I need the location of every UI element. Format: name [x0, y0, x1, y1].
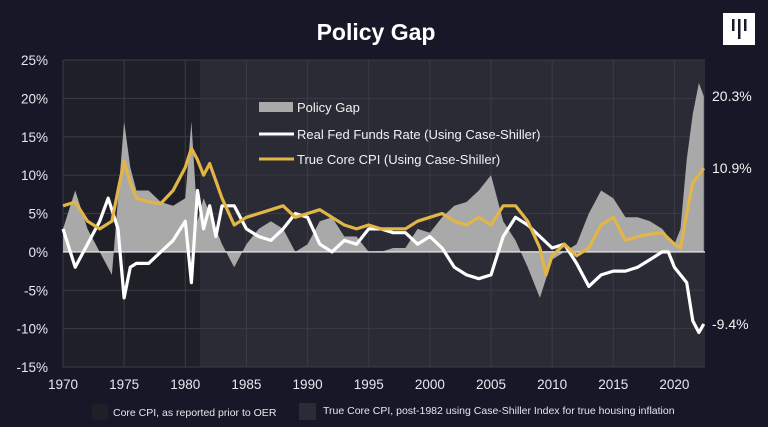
x-tick-label: 1990	[293, 377, 323, 392]
end-value-label-2: 10.9%	[712, 160, 752, 176]
y-tick-label: -15%	[16, 360, 48, 375]
region-swatch-true	[299, 403, 316, 420]
end-value-label-0: 20.3%	[712, 88, 752, 104]
x-tick-label: 2010	[537, 377, 567, 392]
y-tick-label: 10%	[21, 168, 48, 183]
x-tick-label: 1975	[109, 377, 139, 392]
y-tick-label: 20%	[21, 91, 48, 106]
y-tick-label: 25%	[21, 53, 48, 68]
y-tick-label: 5%	[28, 207, 48, 222]
chart-title: Policy Gap	[317, 19, 436, 45]
series-area-policy-gap	[63, 83, 704, 298]
y-tick-label: -5%	[24, 283, 48, 298]
legend-label-real-fed-funds: Real Fed Funds Rate (Using Case-Shiller)	[297, 127, 540, 142]
legend-label-true-core-cpi: True Core CPI (Using Case-Shiller)	[297, 152, 500, 167]
logo-icon	[723, 13, 755, 45]
legend-swatch-policy-gap	[259, 102, 293, 112]
region-legend: Core CPI, as reported prior to OER True …	[92, 403, 675, 420]
region-label-true: True Core CPI, post-1982 using Case-Shil…	[323, 405, 675, 417]
x-tick-label: 2005	[476, 377, 506, 392]
series-line-1	[61, 188, 706, 335]
x-tick-label: 1970	[48, 377, 78, 392]
legend: Policy Gap Real Fed Funds Rate (Using Ca…	[259, 100, 540, 167]
series-line-2	[62, 146, 706, 277]
x-tick-label: 2020	[659, 377, 689, 392]
y-tick-label: -10%	[16, 322, 48, 337]
x-tick-label: 1985	[231, 377, 261, 392]
legend-label-policy-gap: Policy Gap	[297, 100, 360, 115]
y-tick-label: 15%	[21, 130, 48, 145]
x-tick-label: 1980	[170, 377, 200, 392]
x-tick-label: 1995	[354, 377, 384, 392]
end-value-label-1: -9.4%	[712, 316, 749, 332]
y-tick-label: 0%	[28, 245, 48, 260]
x-tick-label: 2015	[598, 377, 628, 392]
region-swatch-reported	[92, 404, 108, 420]
x-tick-label: 2000	[415, 377, 445, 392]
region-label-reported: Core CPI, as reported prior to OER	[113, 407, 277, 419]
